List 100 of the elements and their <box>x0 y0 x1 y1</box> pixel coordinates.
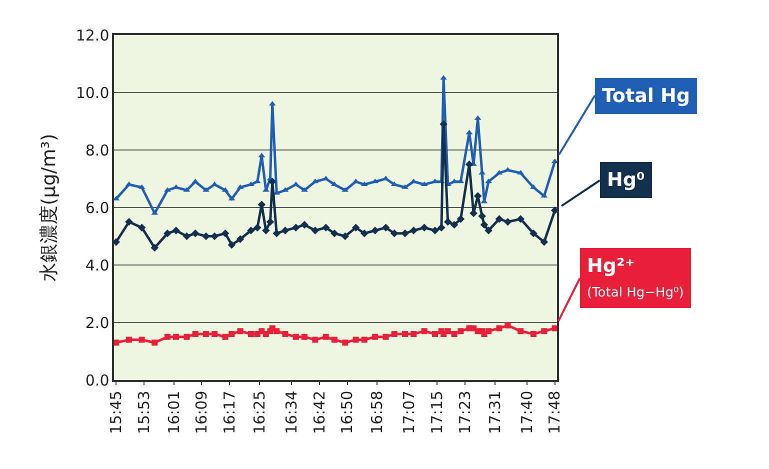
point <box>322 334 329 340</box>
point <box>390 229 398 238</box>
point <box>126 336 132 343</box>
point <box>301 334 308 340</box>
point <box>372 334 378 340</box>
point <box>504 218 512 226</box>
point <box>518 328 524 334</box>
point <box>152 340 158 346</box>
point <box>541 328 548 334</box>
y-tick-label: 2.0 <box>85 314 110 332</box>
point <box>540 238 548 246</box>
point <box>382 334 389 340</box>
point <box>361 336 368 343</box>
point <box>164 334 170 340</box>
point <box>164 229 172 238</box>
x-tick-label: 15:45 <box>107 390 126 434</box>
text: Total Hg <box>602 85 690 107</box>
x-tick-label: 17:15 <box>428 390 446 434</box>
x-tick-label: 17:31 <box>486 390 504 434</box>
point <box>402 331 408 337</box>
y-axis-title: 水銀濃度(μg/m³) <box>38 134 60 282</box>
point <box>164 187 171 192</box>
y-tick-label: 6.0 <box>85 198 110 217</box>
point <box>266 218 274 226</box>
point <box>421 328 428 334</box>
point <box>486 328 492 334</box>
point <box>202 232 210 240</box>
point <box>496 325 502 332</box>
point <box>504 322 511 328</box>
point <box>410 226 418 234</box>
point <box>391 331 398 337</box>
x-tick-label: 15:53 <box>134 390 153 434</box>
y-tick-label: 10.0 <box>76 84 110 102</box>
point <box>341 232 350 240</box>
point <box>125 218 133 226</box>
point <box>330 229 338 238</box>
x-tick-label: 17:23 <box>456 390 474 434</box>
text: Hg²⁺ <box>587 255 635 277</box>
point <box>458 328 464 334</box>
point <box>172 226 180 234</box>
x-tick-label: 17:40 <box>518 390 536 434</box>
point <box>530 331 536 337</box>
point <box>484 226 492 234</box>
point <box>138 224 146 232</box>
point <box>311 226 320 234</box>
x-tick-label: 16:01 <box>164 390 183 434</box>
point <box>191 229 200 238</box>
point <box>360 229 368 238</box>
point <box>212 331 218 337</box>
point <box>173 334 180 340</box>
point <box>247 226 255 234</box>
x-tick-label: 17:07 <box>400 390 418 434</box>
point <box>184 334 190 340</box>
point <box>237 328 244 334</box>
point <box>222 334 228 340</box>
point <box>272 229 281 238</box>
point <box>480 220 488 229</box>
point <box>138 336 145 343</box>
x-tick-label: 16:50 <box>338 390 356 434</box>
point <box>342 340 348 346</box>
x-tick-label: 16:09 <box>192 390 211 434</box>
point <box>274 328 280 334</box>
point <box>282 331 288 337</box>
y-tick-label: 0.0 <box>85 371 110 390</box>
x-tick-label: 16:58 <box>368 390 386 434</box>
point <box>432 331 438 337</box>
point <box>516 215 525 223</box>
point <box>292 334 299 340</box>
y-tick-label: 8.0 <box>85 141 110 160</box>
point <box>478 212 486 220</box>
point <box>253 224 262 232</box>
point <box>444 328 451 334</box>
x-tick-label: 16:34 <box>282 390 301 434</box>
point <box>352 336 359 343</box>
y-tick-label: 12.0 <box>76 26 110 44</box>
point <box>322 224 330 232</box>
x-tick-label: 16:42 <box>310 390 328 434</box>
point <box>530 229 538 238</box>
point <box>192 331 198 337</box>
point <box>228 331 235 337</box>
point <box>331 336 338 343</box>
y-tick-label: 4.0 <box>85 256 110 274</box>
point <box>450 220 458 229</box>
point <box>371 226 379 234</box>
point <box>281 226 290 234</box>
point <box>410 331 417 337</box>
annotation: (Total Hg−Hg⁰) <box>587 286 684 301</box>
point <box>438 224 446 232</box>
x-tick-label: 16:25 <box>250 390 268 434</box>
point <box>382 224 390 232</box>
point <box>203 331 210 337</box>
point <box>451 331 458 337</box>
point <box>236 235 244 244</box>
point <box>301 187 308 192</box>
point <box>312 336 318 343</box>
point <box>495 215 504 223</box>
point <box>431 226 439 234</box>
point <box>292 224 300 232</box>
point <box>456 215 465 223</box>
point <box>202 187 210 192</box>
